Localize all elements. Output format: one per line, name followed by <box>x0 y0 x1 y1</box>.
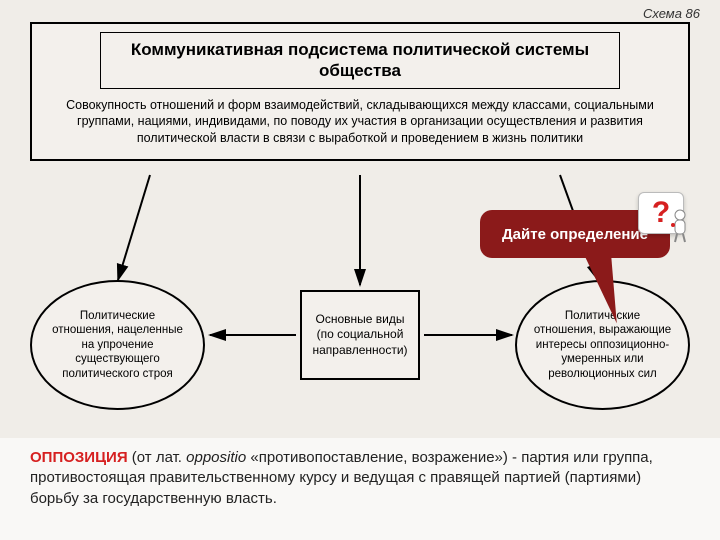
top-description: Совокупность отношений и форм взаимодейс… <box>42 97 678 148</box>
diagram-page: Схема 86 Коммуникативная подсистема поли… <box>0 0 720 540</box>
definition-latin: oppositio <box>186 449 246 466</box>
definition-term: ОППОЗИЦИЯ <box>30 449 128 466</box>
definition-block: ОППОЗИЦИЯ (от лат. oppositio «противопос… <box>0 438 720 540</box>
person-icon <box>669 209 691 243</box>
question-icon: ? <box>638 192 690 248</box>
top-definition-block: Коммуникативная подсистема политической … <box>30 22 690 161</box>
callout-text: Дайте определение <box>502 226 648 243</box>
scheme-number: Схема 86 <box>643 6 700 21</box>
top-title: Коммуникативная подсистема политической … <box>100 32 620 89</box>
definition-text1: (от лат. <box>132 449 186 466</box>
left-ellipse: Политические отношения, нацеленные на уп… <box>30 280 205 410</box>
center-box: Основные виды (по социальной направленно… <box>300 290 420 380</box>
center-label: Основные виды (по социальной направленно… <box>308 312 412 359</box>
left-ellipse-text: Политические отношения, нацеленные на уп… <box>48 309 187 381</box>
question-mark-icon: ? <box>652 196 670 230</box>
